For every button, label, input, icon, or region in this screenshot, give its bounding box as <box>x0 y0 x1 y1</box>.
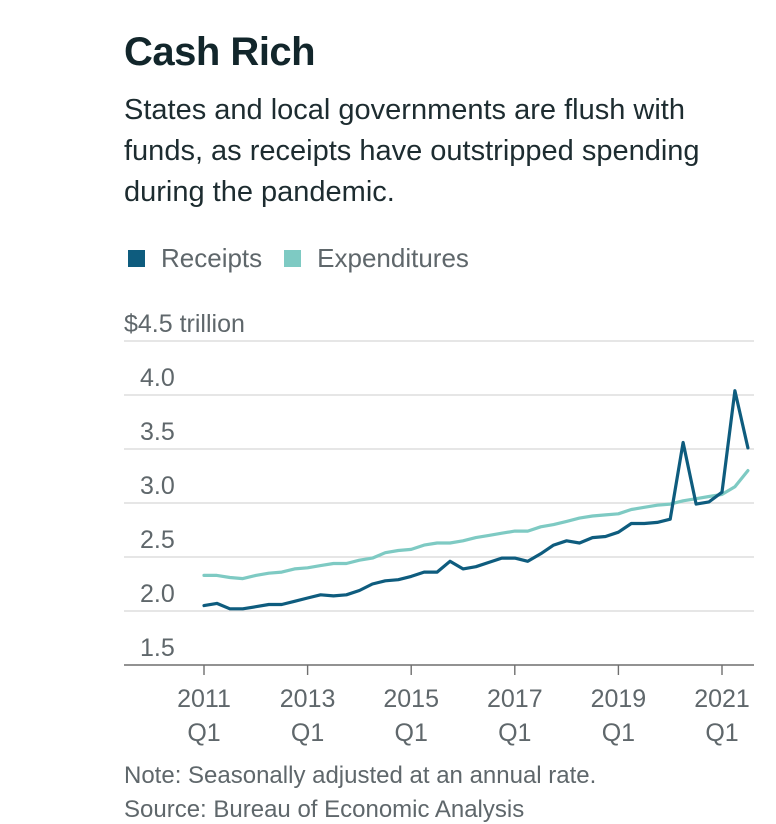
legend-swatch-expenditures <box>284 250 302 267</box>
x-tick-label-year: 2011 <box>177 685 231 713</box>
y-tick-label: $4.5 trillion <box>124 310 245 338</box>
y-tick-label: 2.0 <box>140 580 175 608</box>
x-tick-label-year: 2019 <box>591 685 647 713</box>
chart-title: Cash Rich <box>124 30 316 74</box>
series-line-receipts <box>202 389 750 611</box>
x-tick-label-quarter: Q1 <box>395 719 428 747</box>
x-tick-label-quarter: Q1 <box>498 719 531 747</box>
x-tick-label-quarter: Q1 <box>187 719 220 747</box>
y-tick-label: 1.5 <box>140 634 175 662</box>
legend-item-expenditures: Expenditures <box>284 243 469 274</box>
y-tick-label: 2.5 <box>140 526 175 554</box>
series-lines <box>202 389 750 611</box>
x-tick-label-quarter: Q1 <box>705 719 738 747</box>
x-axis: 2011 Q1 2013 Q1 2015 Q1 2017 Q1 2019 Q1 2021 Q1 <box>177 665 750 747</box>
chart-source: Source: Bureau of Economic Analysis <box>124 796 525 823</box>
legend-item-receipts: Receipts <box>128 243 262 274</box>
legend-label-expenditures: Expenditures <box>317 243 469 273</box>
legend: Receipts Expenditures <box>128 243 491 274</box>
x-tick-label-quarter: Q1 <box>602 719 635 747</box>
chart-note: Note: Seasonally adjusted at an annual r… <box>124 762 597 789</box>
y-axis: $4.5 trillion 4.0 3.5 3.0 2.5 2.0 1.5 <box>124 310 245 662</box>
x-tick-label-year: 2017 <box>487 685 543 713</box>
y-tick-label: 3.0 <box>140 472 175 500</box>
legend-swatch-receipts <box>128 250 145 267</box>
y-tick-label: 3.5 <box>140 418 175 446</box>
legend-label-receipts: Receipts <box>161 243 263 273</box>
x-tick-label-year: 2021 <box>694 685 750 713</box>
grid-lines <box>124 340 754 666</box>
y-tick-label: 4.0 <box>140 364 175 392</box>
series-line-expenditures <box>202 469 750 581</box>
x-tick-label-year: 2015 <box>383 685 439 713</box>
x-tick-label-year: 2013 <box>280 685 336 713</box>
x-tick-label-quarter: Q1 <box>291 719 324 747</box>
chart-subtitle: States and local governments are flush w… <box>124 94 700 208</box>
